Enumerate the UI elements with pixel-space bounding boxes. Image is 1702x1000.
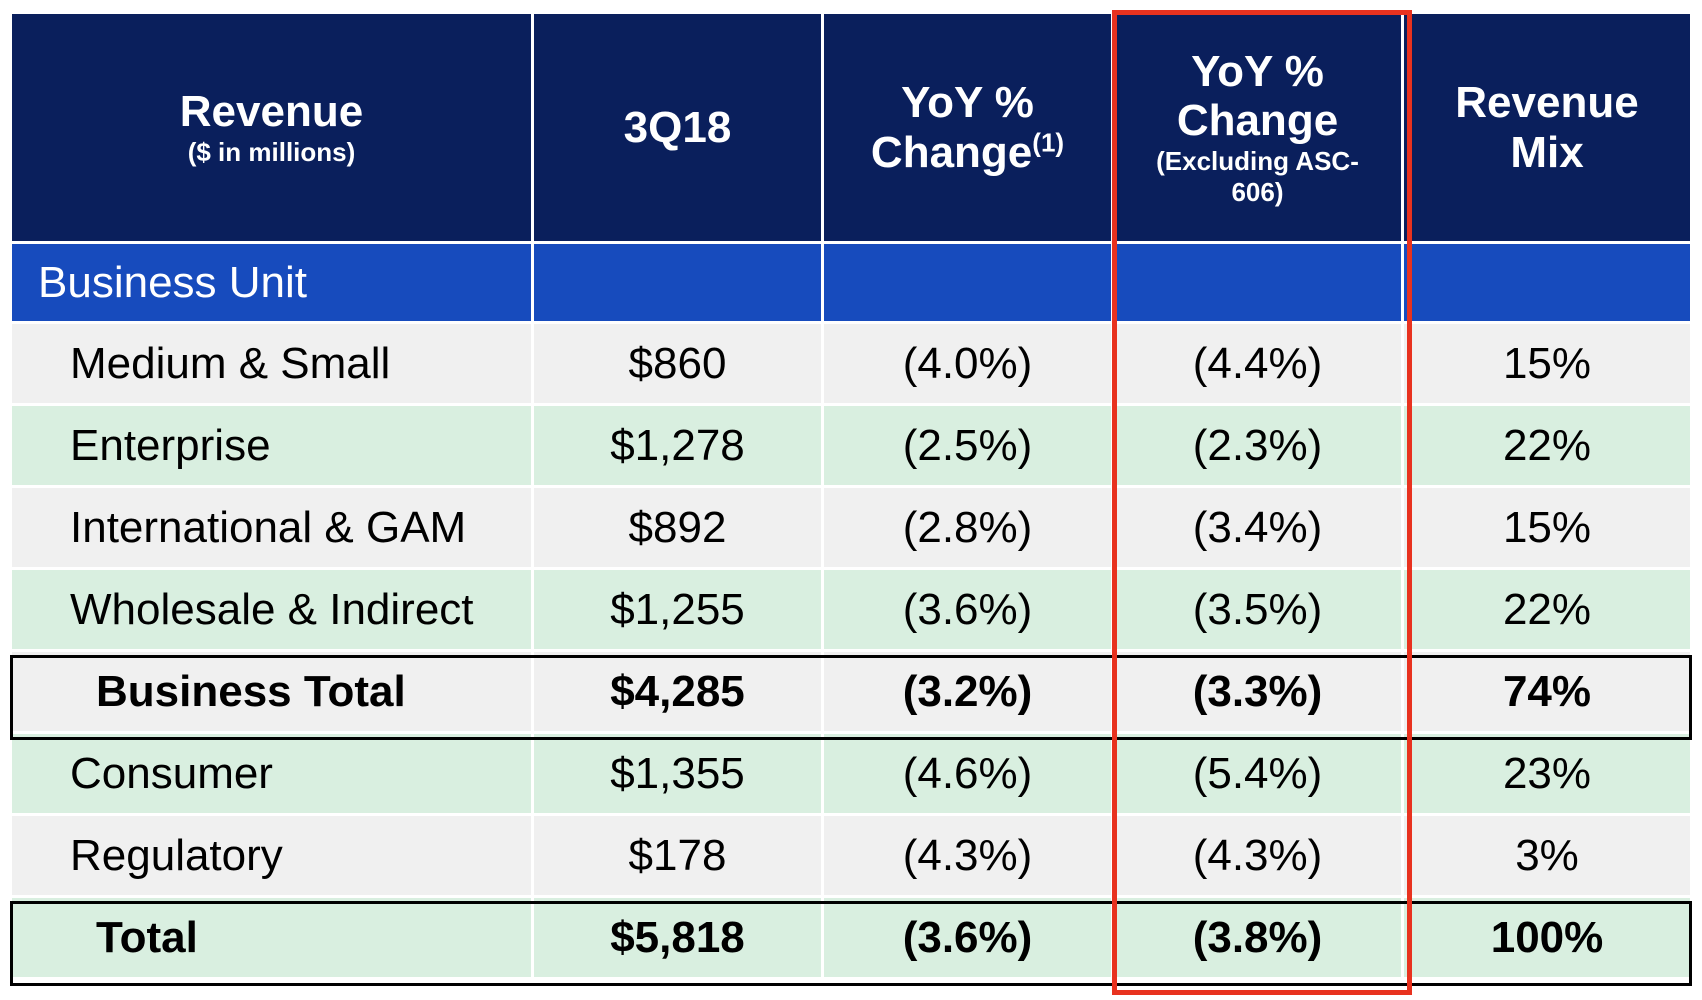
row-mix-value: 22% <box>1404 570 1690 652</box>
row-label: Total <box>12 898 534 980</box>
row-mix-value: 15% <box>1404 324 1690 406</box>
header-yoy-change-ex-asc606: YoY % Change (Excluding ASC- 606) <box>1114 14 1404 244</box>
table-row-total: Total $5,818 (3.6%) (3.8%) 100% <box>12 898 1690 980</box>
row-yoy-value: (4.3%) <box>824 816 1114 898</box>
row-3q18-value: $4,285 <box>534 652 824 734</box>
row-mix-value: 22% <box>1404 406 1690 488</box>
section-row-business-unit: Business Unit <box>12 244 1690 324</box>
header-yoy-ex-line1: YoY % <box>1191 47 1324 97</box>
row-mix-value: 15% <box>1404 488 1690 570</box>
row-3q18-value: $1,278 <box>534 406 824 488</box>
row-3q18-value: $1,355 <box>534 734 824 816</box>
row-yoy-value: (3.6%) <box>824 898 1114 980</box>
table-row-regulatory: Regulatory $178 (4.3%) (4.3%) 3% <box>12 816 1690 898</box>
row-yoy-ex-value: (4.4%) <box>1114 324 1404 406</box>
header-3q18-label: 3Q18 <box>623 102 732 152</box>
header-yoy-footnote: (1) <box>1032 126 1065 157</box>
row-mix-value: 100% <box>1404 898 1690 980</box>
header-mix-line1: Revenue <box>1455 78 1639 128</box>
header-yoy-change: YoY % Change(1) <box>824 14 1114 244</box>
header-yoy-line2: Change <box>870 127 1033 177</box>
row-mix-value: 3% <box>1404 816 1690 898</box>
section-empty-cell <box>534 244 824 324</box>
row-3q18-value: $860 <box>534 324 824 406</box>
row-label: Enterprise <box>12 406 534 488</box>
row-3q18-value: $1,255 <box>534 570 824 652</box>
section-label: Business Unit <box>12 244 534 324</box>
table-row-wholesale-indirect: Wholesale & Indirect $1,255 (3.6%) (3.5%… <box>12 570 1690 652</box>
table-row-consumer: Consumer $1,355 (4.6%) (5.4%) 23% <box>12 734 1690 816</box>
row-yoy-ex-value: (3.4%) <box>1114 488 1404 570</box>
row-3q18-value: $5,818 <box>534 898 824 980</box>
row-yoy-ex-value: (2.3%) <box>1114 406 1404 488</box>
header-yoy-line2-wrap: Change(1) <box>871 128 1064 177</box>
row-yoy-ex-value: (3.3%) <box>1114 652 1404 734</box>
header-mix-line2: Mix <box>1510 127 1584 177</box>
row-yoy-ex-value: (3.8%) <box>1114 898 1404 980</box>
row-yoy-value: (3.6%) <box>824 570 1114 652</box>
section-empty-cell <box>1404 244 1690 324</box>
header-revenue: Revenue ($ in millions) <box>12 14 534 244</box>
row-mix-value: 23% <box>1404 734 1690 816</box>
table-row-business-total: Business Total $4,285 (3.2%) (3.3%) 74% <box>12 652 1690 734</box>
section-empty-cell <box>824 244 1114 324</box>
header-yoy-ex-sub1: (Excluding ASC- <box>1156 145 1359 176</box>
row-yoy-value: (2.8%) <box>824 488 1114 570</box>
row-yoy-ex-value: (5.4%) <box>1114 734 1404 816</box>
row-3q18-value: $892 <box>534 488 824 570</box>
row-mix-value: 74% <box>1404 652 1690 734</box>
row-label: Wholesale & Indirect <box>12 570 534 652</box>
row-label: Consumer <box>12 734 534 816</box>
table-header-row: Revenue ($ in millions) 3Q18 YoY % Chang… <box>12 14 1690 244</box>
row-yoy-value: (3.2%) <box>824 652 1114 734</box>
row-yoy-value: (2.5%) <box>824 406 1114 488</box>
header-revenue-mix: Revenue Mix <box>1404 14 1690 244</box>
header-yoy-ex-sub2: 606) <box>1231 176 1284 207</box>
table-row-international-gam: International & GAM $892 (2.8%) (3.4%) 1… <box>12 488 1690 570</box>
header-yoy-line1: YoY % <box>901 78 1034 128</box>
section-empty-cell <box>1114 244 1404 324</box>
row-yoy-value: (4.0%) <box>824 324 1114 406</box>
row-label: International & GAM <box>12 488 534 570</box>
row-yoy-ex-value: (4.3%) <box>1114 816 1404 898</box>
row-3q18-value: $178 <box>534 816 824 898</box>
header-yoy-ex-line2: Change <box>1176 96 1339 146</box>
revenue-table: Revenue ($ in millions) 3Q18 YoY % Chang… <box>12 14 1690 980</box>
row-yoy-ex-value: (3.5%) <box>1114 570 1404 652</box>
row-label: Business Total <box>12 652 534 734</box>
header-revenue-subtitle: ($ in millions) <box>187 136 356 167</box>
table-row-medium-small: Medium & Small $860 (4.0%) (4.4%) 15% <box>12 324 1690 406</box>
row-label: Regulatory <box>12 816 534 898</box>
row-label: Medium & Small <box>12 324 534 406</box>
header-3q18: 3Q18 <box>534 14 824 244</box>
row-yoy-value: (4.6%) <box>824 734 1114 816</box>
header-revenue-title: Revenue <box>179 87 364 137</box>
table-row-enterprise: Enterprise $1,278 (2.5%) (2.3%) 22% <box>12 406 1690 488</box>
